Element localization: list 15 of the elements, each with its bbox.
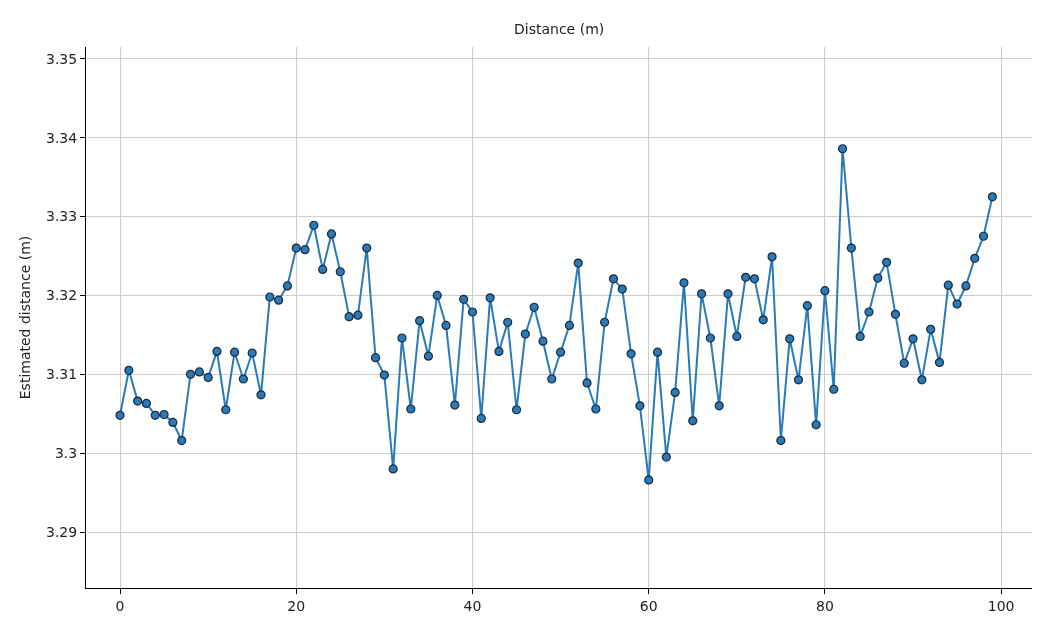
y-tick-label: 3.3 [54,445,78,462]
y-tick-label: 3.33 [46,208,78,225]
y-tick-label: 3.35 [46,50,78,67]
x-tick-label: 100 [987,597,1015,614]
y-tick-label: 3.29 [46,523,78,540]
y-axis-title: Estimated distance (m) [16,235,33,400]
x-tick-label: 0 [115,597,125,614]
x-tick-label: 40 [463,597,482,614]
x-axis-title: Distance (m) [514,21,605,37]
y-tick-label: 3.34 [46,129,78,146]
x-tick-label: 20 [287,597,306,614]
x-tick-label: 60 [639,597,658,614]
x-tick-label: 80 [816,597,834,614]
y-tick-label: 3.32 [46,287,78,304]
y-tick-label: 3.31 [46,366,78,383]
